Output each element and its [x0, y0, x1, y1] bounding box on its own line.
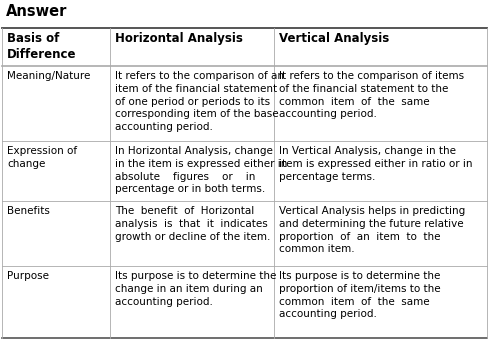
Text: In Horizontal Analysis, change
in the item is expressed either in
absolute    fi: In Horizontal Analysis, change in the it… — [115, 146, 287, 195]
Text: It refers to the comparison of items
of the financial statement to the
common  i: It refers to the comparison of items of … — [279, 71, 463, 119]
Text: The  benefit  of  Horizontal
analysis  is  that  it  indicates
growth or decline: The benefit of Horizontal analysis is th… — [115, 206, 270, 241]
Text: Answer: Answer — [6, 4, 67, 19]
Text: Purpose: Purpose — [7, 271, 49, 281]
Text: Vertical Analysis: Vertical Analysis — [279, 32, 388, 45]
Text: Its purpose is to determine the
proportion of item/items to the
common  item  of: Its purpose is to determine the proporti… — [279, 271, 440, 319]
Text: Benefits: Benefits — [7, 206, 50, 216]
Text: Expression of
change: Expression of change — [7, 146, 77, 169]
Text: Horizontal Analysis: Horizontal Analysis — [115, 32, 243, 45]
Text: In Vertical Analysis, change in the
item is expressed either in ratio or in
perc: In Vertical Analysis, change in the item… — [279, 146, 471, 181]
Text: Its purpose is to determine the
change in an item during an
accounting period.: Its purpose is to determine the change i… — [115, 271, 276, 307]
Text: It refers to the comparison of an
item of the financial statement
of one period : It refers to the comparison of an item o… — [115, 71, 284, 132]
Text: Vertical Analysis helps in predicting
and determining the future relative
propor: Vertical Analysis helps in predicting an… — [279, 206, 464, 255]
Text: Basis of
Difference: Basis of Difference — [7, 32, 76, 61]
Text: Meaning/Nature: Meaning/Nature — [7, 71, 90, 81]
